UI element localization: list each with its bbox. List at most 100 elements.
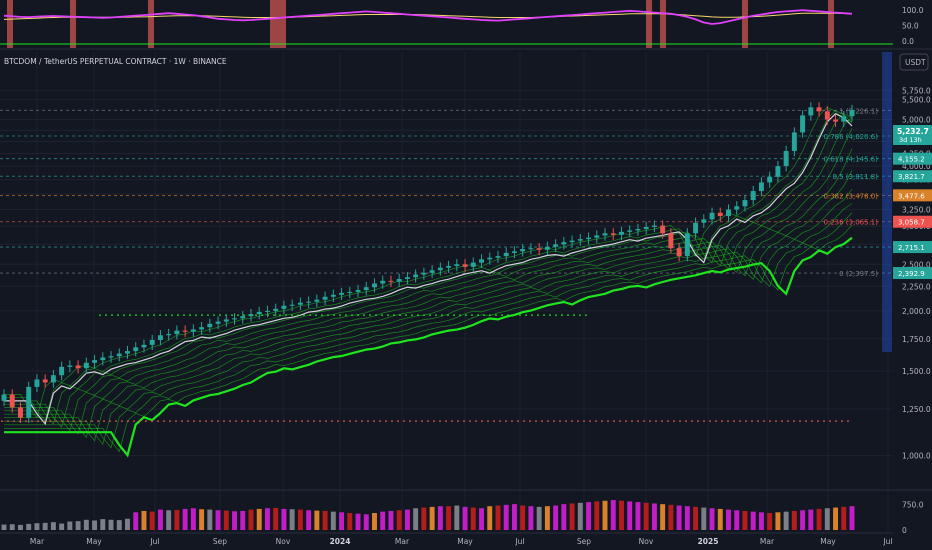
volume-bar [330, 511, 336, 530]
candle [240, 311, 246, 324]
volume-bar [437, 506, 443, 530]
rsi-axis-label: 0.0 [902, 37, 914, 46]
candle [775, 160, 781, 183]
candle [553, 239, 559, 252]
candle [133, 342, 139, 357]
volume-bar [586, 502, 592, 530]
fib-price-tag [893, 170, 932, 183]
time-axis-label: Nov [639, 537, 654, 546]
candle [470, 257, 476, 273]
candle [734, 201, 740, 215]
candle [413, 269, 419, 283]
candle [701, 214, 707, 229]
moving-average-line [4, 112, 853, 426]
time-axis-label: Jul [882, 537, 892, 546]
volume-bar [1, 524, 7, 530]
candle [651, 220, 657, 233]
volume-bar [289, 509, 295, 530]
volume-bar [50, 522, 56, 530]
fib-level-label: 0.786 (4,620.6) [824, 133, 879, 141]
volume-bar [816, 508, 822, 530]
volume-bar [446, 506, 452, 530]
candle [281, 300, 287, 315]
volume-bar [528, 506, 534, 530]
fib-level-label: 0 (2,397.5) [839, 270, 878, 278]
candle [767, 171, 773, 188]
fib-level-label: 0.382 (3,478.0) [824, 192, 879, 200]
candle [602, 228, 608, 241]
volume-bar [783, 511, 789, 530]
volume-bar [297, 509, 303, 530]
candle [404, 272, 410, 285]
rsi-signal-line [3, 12, 853, 20]
last-price-value: 5,232.7 [897, 127, 929, 136]
candle [92, 354, 98, 369]
volume-bar [709, 508, 715, 530]
ribbon-ma-line [4, 236, 853, 458]
ribbon-ma-line [4, 170, 853, 439]
candle [199, 322, 205, 335]
volume-bar [75, 521, 81, 530]
volume-bar [396, 510, 402, 530]
candle [388, 275, 394, 287]
volume-bar [479, 508, 484, 530]
candle [83, 357, 89, 374]
candle [380, 275, 386, 289]
volume-bar [273, 507, 279, 530]
fib-price-tag [893, 189, 932, 202]
volume-bar [281, 508, 287, 530]
price-axis-label: 1,750.0 [902, 335, 931, 344]
volume-bar [125, 518, 130, 530]
candle [248, 308, 254, 322]
last-price-tag [893, 125, 932, 145]
volume-bar [462, 506, 468, 530]
candle [717, 207, 723, 222]
volume-bar [742, 510, 748, 530]
rsi-overbought-band [742, 0, 748, 48]
volume-bar [734, 510, 740, 530]
volume-bar [388, 510, 394, 530]
volume-bar [339, 512, 345, 530]
fib-level-label: 0.5 (3,811.8) [832, 173, 878, 181]
volume-bar [808, 509, 814, 530]
candle [182, 325, 188, 338]
fib-price-tag [893, 152, 932, 165]
volume-bar [503, 504, 509, 530]
time-axis-label: Sep [577, 537, 591, 546]
candle [569, 235, 575, 248]
volume-bar [67, 521, 73, 530]
volume-bar [207, 509, 213, 530]
price-axis-label: 1,500.0 [902, 367, 931, 376]
volume-bar [758, 512, 764, 530]
volume-bar [676, 505, 682, 530]
candle [322, 291, 328, 306]
currency-button[interactable] [899, 53, 929, 71]
ribbon-ma-line [4, 224, 853, 453]
volume-bar [190, 508, 196, 530]
symbol-title: BTCDOM / TetherUS PERPETUAL CONTRACT · 1… [4, 57, 227, 66]
volume-bar [108, 519, 114, 530]
candle [149, 334, 155, 351]
volume-bar [849, 506, 855, 530]
volume-bar [59, 523, 65, 530]
fib-price-tag-value: 4,155.2 [898, 156, 925, 164]
candle [330, 289, 336, 303]
volume-bar [643, 502, 649, 530]
bar-countdown: 3d 13h [899, 136, 922, 144]
candle [808, 102, 814, 121]
volume-bar [594, 501, 600, 530]
fib-price-tag-value: 3,821.7 [898, 173, 925, 181]
volume-bar [824, 508, 830, 530]
volume-bar [693, 506, 699, 530]
volume-bar [141, 510, 147, 530]
candle [758, 177, 764, 197]
ribbon-ma-line [4, 212, 853, 449]
rsi-overbought-band [148, 0, 154, 48]
candle [289, 299, 295, 312]
volume-bar [92, 520, 98, 530]
price-axis-label: 5,750.0 [902, 86, 931, 95]
volume-bar [610, 500, 616, 530]
candle [116, 348, 122, 362]
candle [223, 314, 229, 327]
volume-bar [520, 505, 526, 530]
